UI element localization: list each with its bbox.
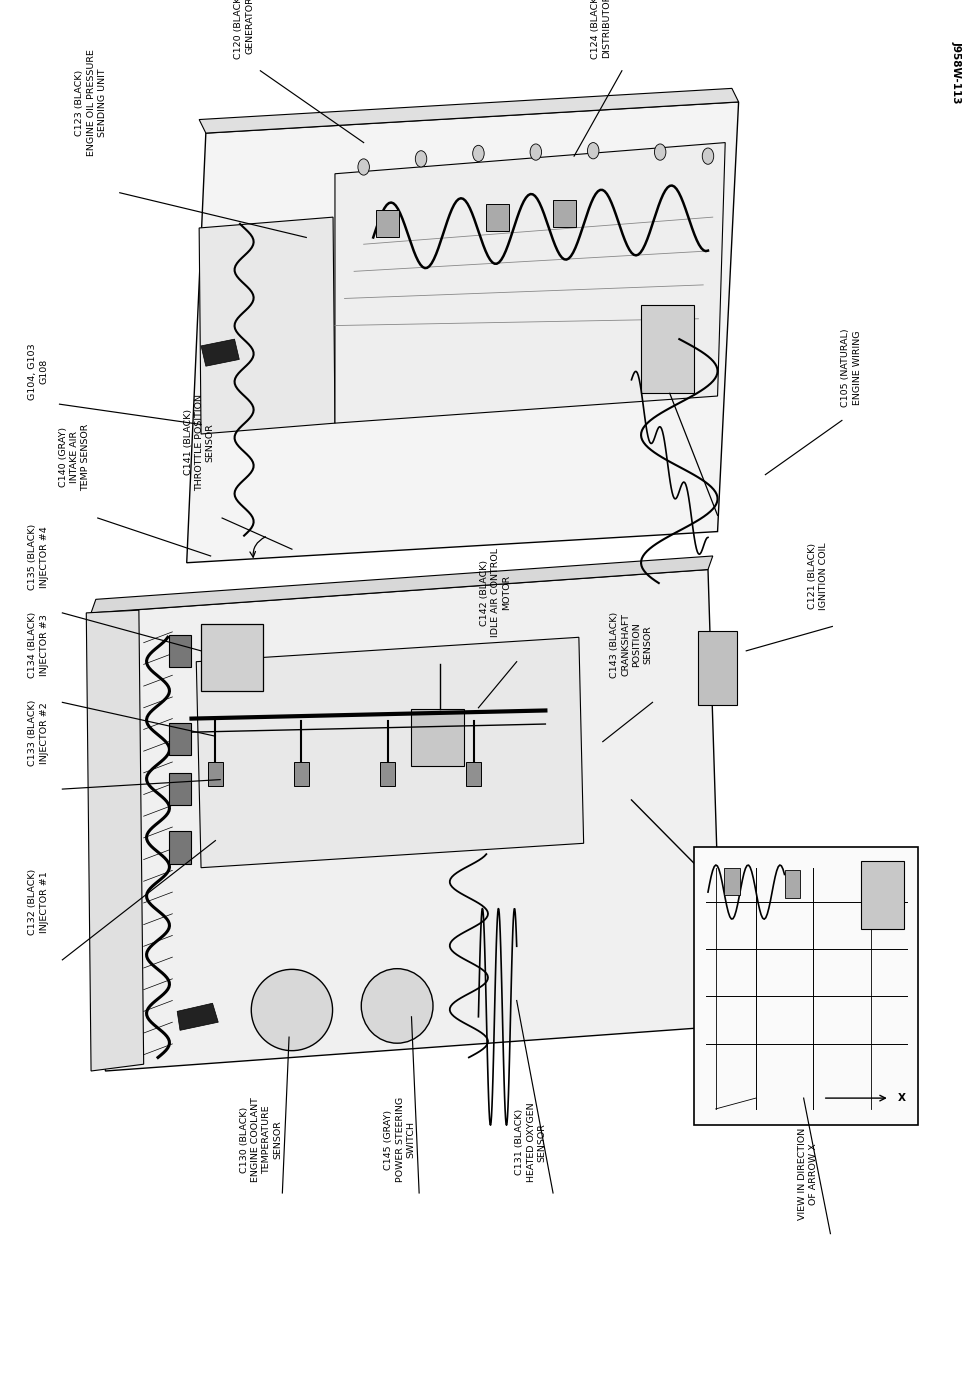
Polygon shape: [86, 610, 143, 1070]
Text: C145 (GRAY)
POWER STEERING
SWITCH: C145 (GRAY) POWER STEERING SWITCH: [385, 1097, 416, 1182]
Text: J958W-113: J958W-113: [952, 41, 961, 104]
Bar: [169, 635, 191, 667]
Bar: [169, 773, 191, 805]
Polygon shape: [199, 217, 335, 434]
Text: C123 (BLACK)
ENGINE OIL PRESSURE
SENDING UNIT: C123 (BLACK) ENGINE OIL PRESSURE SENDING…: [75, 50, 106, 156]
Text: VIEW IN DIRECTION
OF ARROW X: VIEW IN DIRECTION OF ARROW X: [798, 1127, 819, 1220]
Polygon shape: [196, 638, 584, 867]
Circle shape: [530, 144, 542, 160]
Ellipse shape: [361, 968, 433, 1043]
Circle shape: [358, 159, 369, 176]
Text: C134 (BLACK)
INJECTOR #3: C134 (BLACK) INJECTOR #3: [28, 611, 49, 678]
Text: C141 (BLACK)
THROTTLE POSITION
SENSOR: C141 (BLACK) THROTTLE POSITION SENSOR: [183, 394, 215, 491]
Bar: [208, 762, 224, 787]
Bar: [699, 631, 737, 705]
FancyBboxPatch shape: [694, 848, 918, 1126]
Bar: [641, 306, 694, 393]
Polygon shape: [335, 142, 725, 423]
Bar: [861, 860, 904, 929]
Text: C105 (NATURAL)
ENGINE WIRING: C105 (NATURAL) ENGINE WIRING: [841, 328, 862, 407]
Text: C135 (BLACK)
INJECTOR #4: C135 (BLACK) INJECTOR #4: [28, 524, 49, 589]
Circle shape: [472, 145, 484, 162]
Text: X: X: [897, 1093, 906, 1104]
Circle shape: [703, 148, 713, 165]
Text: C140 (GRAY)
INTAKE AIR
TEMP SENSOR: C140 (GRAY) INTAKE AIR TEMP SENSOR: [60, 423, 91, 491]
Bar: [380, 762, 395, 787]
Bar: [169, 831, 191, 863]
Circle shape: [416, 151, 427, 167]
Bar: [201, 624, 264, 692]
Text: C133 (BLACK)
INJECTOR #2: C133 (BLACK) INJECTOR #2: [28, 700, 49, 766]
Ellipse shape: [251, 969, 333, 1051]
Text: C124 (BLACK)
DISTRIBUTOR: C124 (BLACK) DISTRIBUTOR: [590, 0, 611, 58]
Bar: [169, 723, 191, 755]
Text: G104, G103
G108: G104, G103 G108: [28, 343, 49, 400]
Text: C130 (BLACK)
ENGINE COOLANT
TEMPERATURE
SENSOR: C130 (BLACK) ENGINE COOLANT TEMPERATURE …: [240, 1097, 282, 1182]
Text: C131 (BLACK)
HEATED OXYGEN
SENSOR: C131 (BLACK) HEATED OXYGEN SENSOR: [515, 1102, 547, 1182]
Text: C132 (BLACK)
INJECTOR #1: C132 (BLACK) INJECTOR #1: [28, 869, 49, 935]
Bar: [294, 762, 309, 787]
Text: C120 (BLACK)
GENERATOR: C120 (BLACK) GENERATOR: [234, 0, 254, 58]
Text: C121 (BLACK)
IGNITION COIL: C121 (BLACK) IGNITION COIL: [808, 542, 828, 610]
Polygon shape: [91, 570, 722, 1070]
Polygon shape: [199, 89, 739, 133]
Polygon shape: [186, 102, 739, 563]
Circle shape: [655, 144, 666, 160]
Bar: [376, 210, 399, 238]
Polygon shape: [201, 339, 239, 366]
Bar: [785, 870, 799, 898]
Bar: [553, 199, 576, 227]
Polygon shape: [178, 1003, 219, 1030]
Text: C142 (BLACK)
IDLE AIR CONTROL
MOTOR: C142 (BLACK) IDLE AIR CONTROL MOTOR: [480, 548, 511, 638]
Polygon shape: [91, 556, 712, 613]
Circle shape: [588, 142, 599, 159]
Bar: [486, 203, 509, 231]
Text: C143 (BLACK)
CRANKSHAFT
POSITION
SENSOR: C143 (BLACK) CRANKSHAFT POSITION SENSOR: [610, 611, 653, 678]
Bar: [466, 762, 481, 787]
Bar: [724, 867, 740, 895]
Bar: [412, 709, 465, 766]
